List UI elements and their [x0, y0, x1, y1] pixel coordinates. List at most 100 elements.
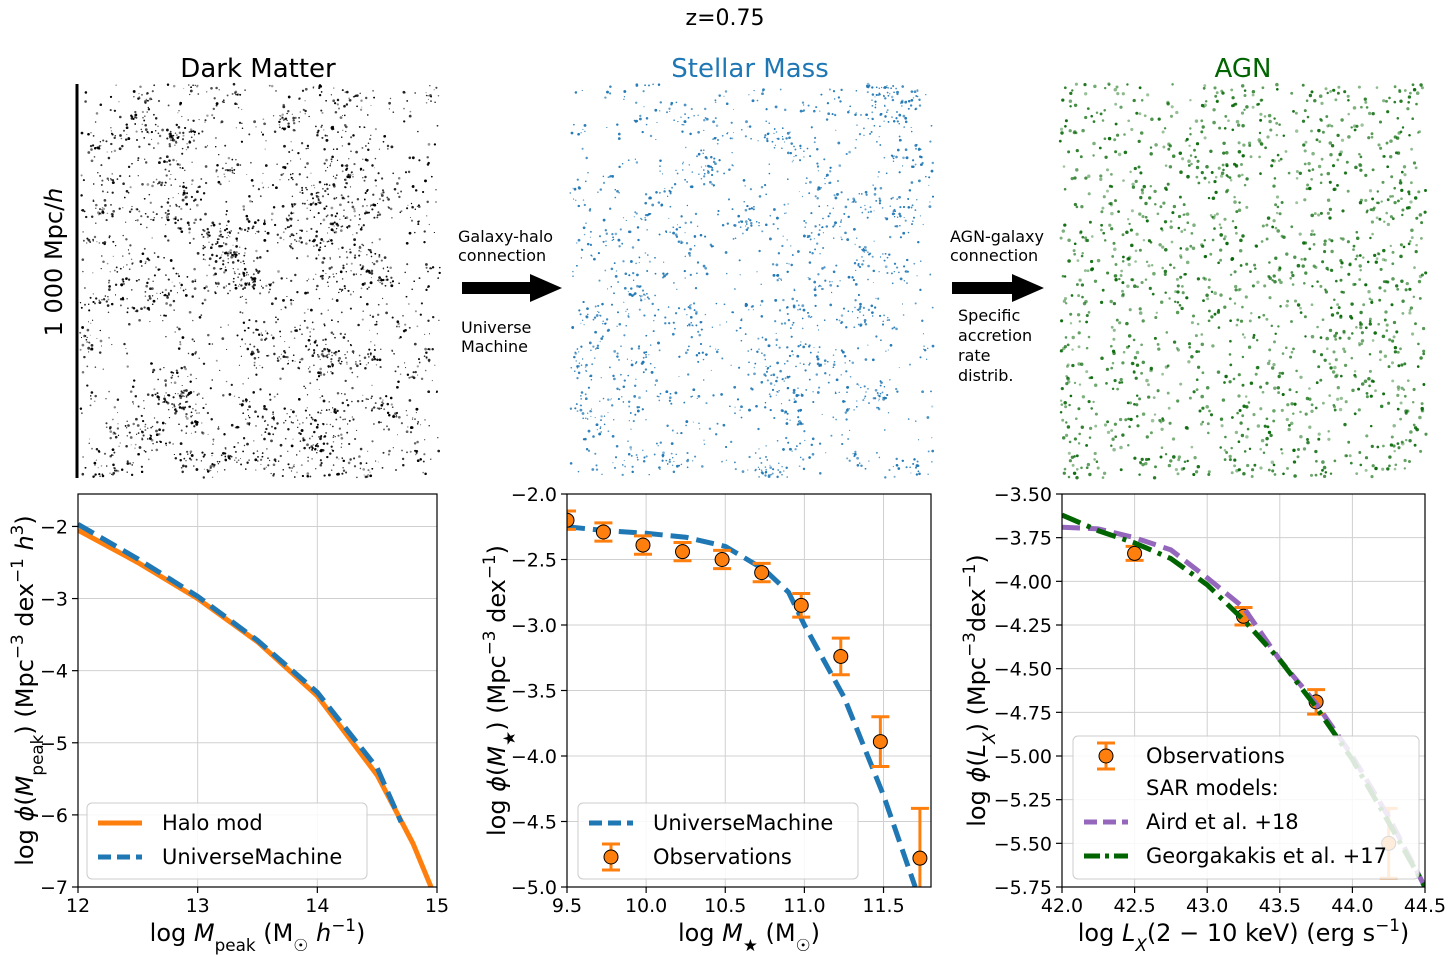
data-point	[635, 537, 651, 553]
figure-title: z=0.75	[686, 6, 765, 31]
arrow1-top-line1: Galaxy-halo	[458, 227, 553, 246]
x-tick-label: 14	[305, 895, 329, 917]
y-tick-label: −3.75	[994, 528, 1052, 550]
y-tick-label: −3.5	[511, 681, 557, 703]
y-tick-label: −2.5	[511, 550, 557, 572]
x-tick-label: 11.0	[783, 895, 825, 917]
y-axis-label: log ϕ(LX) (Mpc−3dex−1)	[959, 554, 999, 826]
series-group	[78, 522, 434, 887]
stellar-mass-function-chart: 9.5 10.0 10.5 11.0 11.5 −5.0 −4.5 −4.0 −3.5 −3.0 −…	[479, 484, 932, 955]
arrow1-shaft	[462, 282, 532, 294]
series-line	[78, 527, 434, 887]
arrow2-head	[1012, 274, 1044, 302]
y-tick-label: −4.50	[994, 659, 1052, 681]
y-tick-label: −4.5	[511, 812, 557, 834]
legend-label: Georgakakis et al. +17	[1146, 844, 1387, 868]
x-tick-label: 9.5	[552, 895, 582, 917]
series-line	[1062, 524, 1425, 887]
arrow2-bottom-line2: accretion	[958, 326, 1032, 345]
y-tick-label: −3	[40, 589, 68, 611]
y-tick-label: −5.50	[994, 833, 1052, 855]
series-line	[1062, 512, 1425, 887]
legend-label: Observations	[1146, 744, 1285, 768]
arrow-agn-galaxy: AGN-galaxy connection Specific accretion…	[950, 227, 1044, 385]
x-tick-label: 43.5	[1259, 895, 1301, 917]
legend-label: UniverseMachine	[162, 845, 342, 869]
plot-frame	[1061, 493, 1426, 888]
series-line	[567, 524, 918, 887]
legend-label: Halo mod	[162, 811, 263, 835]
data-point	[833, 648, 849, 664]
x-axis-label: log Mpeak (M☉ h−1)	[150, 915, 366, 955]
agn-panel-title: AGN	[1215, 54, 1272, 84]
x-tick-label: 13	[186, 895, 210, 917]
dark-matter-map	[79, 82, 441, 479]
y-tick-label: −5.75	[994, 877, 1052, 899]
data-point	[714, 552, 730, 567]
legend-label: Observations	[653, 845, 792, 869]
arrow1-top-line2: connection	[458, 246, 546, 265]
y-tick-label: −2	[40, 516, 68, 538]
data-point	[872, 734, 888, 750]
legend-label: Aird et al. +18	[1146, 810, 1299, 834]
legend-box	[1072, 735, 1420, 880]
data-point	[675, 544, 691, 560]
arrow2-shaft	[952, 282, 1014, 294]
y-tick-label: −7	[40, 877, 68, 899]
x-tick-label: 42.5	[1113, 895, 1155, 917]
x-tick-label: 44.0	[1331, 895, 1373, 917]
x-tick-label: 42.0	[1041, 895, 1083, 917]
y-tick-label: −4.0	[511, 746, 557, 768]
y-tick-label: −5.00	[994, 746, 1052, 768]
arrow1-bottom-line1: Universe	[461, 318, 531, 337]
legend-box	[577, 802, 859, 880]
x-tick-label: 10.0	[625, 895, 667, 917]
x-axis-label: log LX(2 − 10 keV) (erg s−1)	[1078, 915, 1410, 955]
y-tick-label: −3.0	[511, 615, 557, 637]
y-tick-label: −4.25	[994, 615, 1052, 637]
agn-luminosity-function-chart: 42.0 42.5 43.0 43.5 44.0 44.5 −5.75 −5.50 −5.25 −…	[959, 484, 1446, 955]
legend-swatch	[1098, 748, 1114, 764]
plot-frame	[566, 493, 932, 888]
y-tick-label: −2.0	[511, 484, 557, 506]
y-tick-label: −5	[40, 733, 68, 755]
arrow2-bottom-line3: rate	[958, 346, 991, 365]
legend-swatch	[603, 849, 619, 865]
series-group	[567, 509, 929, 887]
plot-frame	[77, 493, 438, 888]
scale-bar-label: 1 000 Mpc/h	[40, 188, 68, 337]
data-point	[567, 512, 575, 528]
x-axis-label: log M★ (M☉)	[678, 919, 820, 955]
y-axis-label: log ϕ(Mpeak) (Mpc−3 dex−1 h3)	[7, 515, 47, 865]
x-tick-label: 10.5	[704, 895, 746, 917]
arrow2-bottom-line4: distrib.	[958, 366, 1013, 385]
stellar-mass-map	[569, 82, 935, 479]
arrow2-bottom-line1: Specific	[958, 306, 1020, 325]
x-tick-label: 15	[425, 895, 449, 917]
y-tick-label: −5.0	[511, 877, 557, 899]
arrow1-bottom-line2: Machine	[461, 337, 528, 356]
series-line	[78, 522, 404, 824]
data-point	[595, 524, 611, 540]
dm-panel-title: Dark Matter	[180, 54, 336, 84]
data-point	[1127, 545, 1143, 561]
y-tick-label: −3.50	[994, 484, 1052, 506]
legend-label: UniverseMachine	[653, 811, 833, 835]
arrow2-top-line2: connection	[950, 246, 1038, 265]
x-tick-label: 43.0	[1186, 895, 1228, 917]
data-point	[912, 850, 928, 866]
data-point	[754, 565, 770, 581]
arrow1-head	[530, 274, 562, 302]
arrow2-top-line1: AGN-galaxy	[950, 227, 1044, 246]
sm-panel-title: Stellar Mass	[671, 54, 829, 84]
y-tick-label: −4	[40, 661, 68, 683]
legend-box	[86, 802, 368, 880]
halo-mass-function-chart: 12 13 14 15 −7 −6 −5 −4 −3 −2 log Mpeak (M☉ h−1) lo…	[7, 493, 449, 955]
arrow-galaxy-halo: Galaxy-halo connection Universe Machine	[458, 227, 562, 356]
data-point	[793, 597, 809, 613]
agn-map	[1058, 82, 1428, 480]
y-tick-label: −4.75	[994, 702, 1052, 724]
x-tick-label: 11.5	[862, 895, 904, 917]
legend-subtitle: SAR models:	[1146, 776, 1279, 800]
